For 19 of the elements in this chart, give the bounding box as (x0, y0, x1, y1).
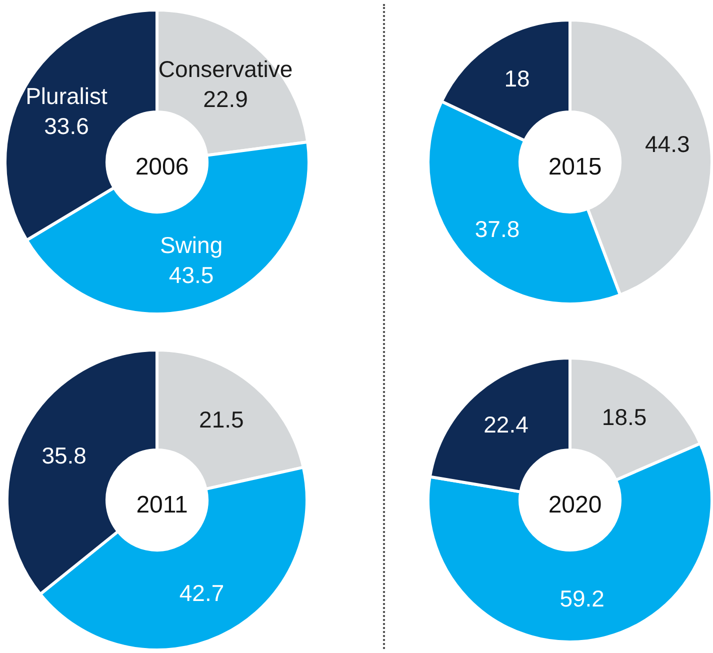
data-label: 37.8 (474, 216, 520, 242)
text: 2015 (548, 154, 602, 180)
text: 2011 (136, 492, 188, 518)
text: 2020 (548, 492, 602, 518)
data-label: 22.4 (484, 411, 529, 438)
slice-label: Pluralist (26, 82, 108, 109)
slice-label: Conservative (158, 56, 293, 82)
data-label: 59.2 (560, 585, 604, 612)
text: 2006 (135, 154, 189, 180)
data-label: 22.9 (203, 86, 248, 112)
data-label: 43.5 (168, 262, 214, 288)
slice-label: Swing (160, 232, 223, 258)
data-label: 21.5 (199, 406, 244, 433)
data-label: 35.8 (42, 442, 86, 469)
data-label: 42.7 (179, 580, 224, 606)
data-label: 18.5 (602, 404, 647, 430)
data-label: 33.6 (44, 112, 89, 139)
data-label: 18 (504, 65, 530, 92)
data-label: 44.3 (645, 131, 690, 158)
